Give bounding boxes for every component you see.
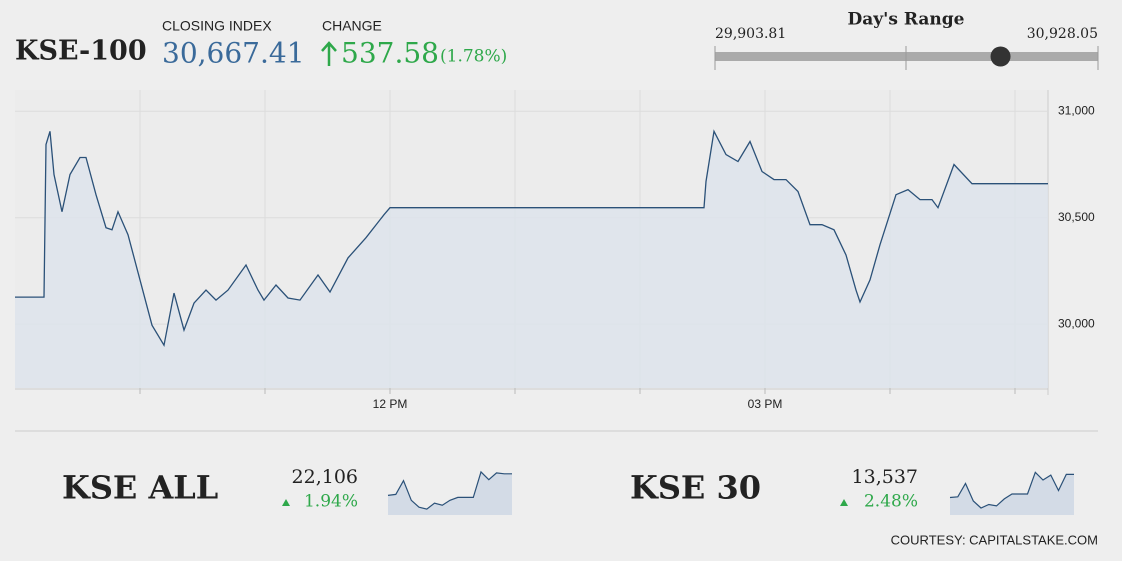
index-value: 13,537 [852, 466, 918, 488]
y-tick-label: 30,500 [1058, 210, 1095, 224]
x-tick-label: 12 PM [373, 397, 408, 411]
footer: COURTESY: CAPITALSTAKE.COM [891, 532, 1098, 547]
closing-label: CLOSING INDEX [162, 18, 272, 34]
range-low: 29,903.81 [715, 26, 786, 42]
index-value: 22,106 [292, 466, 358, 488]
x-tick-label: 03 PM [748, 397, 783, 411]
change-value: 537.58 [341, 37, 439, 70]
sparkline [387, 470, 512, 510]
up-triangle [282, 499, 290, 506]
y-tick-label: 31,000 [1058, 103, 1095, 117]
area [15, 131, 1048, 389]
index-name: KSE-100 [15, 36, 147, 67]
index-name: KSE ALL [62, 469, 218, 507]
up-triangle [840, 499, 848, 506]
range-high: 30,928.05 [1027, 26, 1098, 42]
sparkline-area [950, 472, 1074, 515]
range-title: Day's Range [848, 10, 965, 30]
index-name: KSE 30 [630, 469, 761, 507]
change-percent: (1.78%) [440, 47, 507, 67]
index-change: 1.94% [304, 492, 358, 512]
up-arrow [321, 41, 337, 66]
range-ticks [714, 46, 1099, 70]
range-marker [990, 46, 1011, 67]
closing-value: 30,667.41 [162, 37, 305, 70]
price-line [15, 129, 1048, 347]
sparkline-area [388, 471, 512, 515]
sparkline [949, 471, 1074, 509]
index-change: 2.48% [864, 492, 918, 512]
y-tick-label: 30,000 [1058, 316, 1095, 330]
change-label: CHANGE [322, 18, 382, 34]
